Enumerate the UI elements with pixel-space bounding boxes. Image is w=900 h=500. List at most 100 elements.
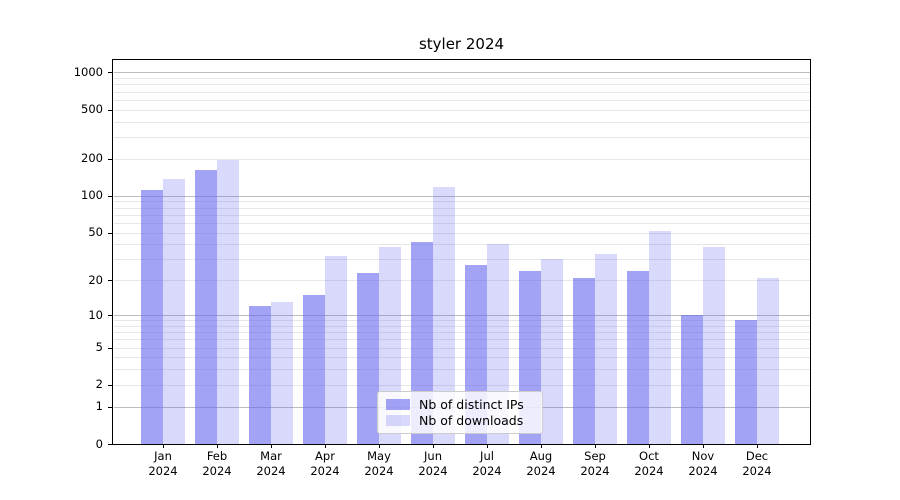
bar-apr-distinct-ips (303, 294, 325, 444)
minor-gridline-400 (114, 121, 810, 123)
y-tick-label-500: 500 (81, 102, 103, 116)
x-tick-may (379, 444, 380, 448)
minor-gridline-80 (114, 207, 810, 209)
x-tick-mar (271, 444, 272, 448)
x-tick-label-sep: Sep 2024 (580, 449, 610, 478)
bar-mar-distinct-ips (249, 306, 271, 444)
y-tick-label-200: 200 (81, 151, 103, 166)
bar-oct-downloads (649, 231, 671, 444)
y-tick-label-2: 2 (95, 377, 103, 392)
minor-gridline-90 (114, 201, 810, 203)
bar-apr-downloads (325, 255, 347, 444)
legend-label-downloads: Nb of downloads (419, 413, 524, 429)
x-tick-apr (325, 444, 326, 448)
bar-jan-downloads (163, 178, 185, 444)
minor-gridline-3 (114, 369, 810, 371)
y-tick-5 (108, 347, 112, 349)
minor-gridline-30 (114, 259, 810, 261)
x-tick-label-mar: Mar 2024 (256, 449, 286, 478)
minor-gridline-20 (114, 280, 810, 282)
y-tick-label-20: 20 (88, 272, 103, 287)
y-tick-0 (108, 444, 112, 445)
minor-gridline-600 (114, 99, 810, 101)
x-tick-aug (541, 444, 542, 448)
major-gridline-1000 (114, 72, 810, 74)
legend-item-downloads: Nb of downloads (386, 413, 534, 428)
x-tick-label-oct: Oct 2024 (634, 449, 664, 478)
minor-gridline-300 (114, 137, 810, 138)
legend-swatch-downloads (386, 415, 410, 427)
x-tick-label-dec: Dec 2024 (742, 449, 772, 478)
x-tick-label-feb: Feb 2024 (202, 449, 232, 478)
minor-gridline-4 (114, 357, 810, 359)
bar-sep-distinct-ips (573, 277, 595, 444)
x-tick-label-may: May 2024 (364, 449, 394, 478)
x-tick-oct (649, 444, 650, 448)
bar-dec-distinct-ips (735, 320, 757, 444)
y-tick-label-50: 50 (88, 225, 103, 239)
x-tick-jan (163, 444, 164, 448)
minor-gridline-60 (114, 222, 810, 224)
minor-gridline-8 (114, 325, 810, 327)
y-tick-1000 (108, 72, 112, 74)
bar-aug-downloads (541, 259, 563, 444)
minor-gridline-5 (114, 347, 810, 349)
y-tick-label-100: 100 (81, 188, 103, 203)
x-tick-nov (703, 444, 704, 448)
x-tick-jul (487, 444, 488, 448)
minor-gridline-7 (114, 332, 810, 334)
bar-feb-distinct-ips (195, 170, 217, 444)
y-tick-label-1000: 1000 (73, 64, 103, 79)
y-tick-500 (108, 109, 112, 111)
x-tick-jun (433, 444, 434, 448)
x-tick-label-apr: Apr 2024 (310, 449, 340, 478)
x-tick-label-jul: Jul 2024 (472, 449, 502, 478)
major-gridline-100 (114, 195, 810, 197)
x-tick-dec (757, 444, 758, 448)
y-tick-10 (108, 315, 112, 316)
legend-item-distinct-ips: Nb of distinct IPs (386, 397, 534, 412)
minor-gridline-40 (114, 244, 810, 246)
y-tick-2 (108, 384, 112, 386)
y-tick-200 (108, 158, 112, 160)
minor-gridline-50 (114, 232, 810, 234)
major-gridline-10 (114, 315, 810, 316)
x-tick-label-aug: Aug 2024 (526, 449, 556, 478)
x-tick-label-nov: Nov 2024 (688, 449, 718, 478)
bar-jan-distinct-ips (141, 189, 163, 444)
y-tick-100 (108, 195, 112, 197)
bar-oct-distinct-ips (627, 270, 649, 444)
bar-dec-downloads (757, 277, 779, 444)
y-tick-label-5: 5 (95, 340, 103, 355)
minor-gridline-800 (114, 84, 810, 86)
y-tick-20 (108, 280, 112, 282)
minor-gridline-900 (114, 78, 810, 79)
bar-sep-downloads (595, 254, 617, 444)
minor-gridline-200 (114, 158, 810, 160)
minor-gridline-2 (114, 384, 810, 386)
minor-gridline-70 (114, 214, 810, 216)
y-tick-1 (108, 406, 112, 408)
x-tick-feb (217, 444, 218, 448)
legend-swatch-distinct-ips (386, 398, 410, 410)
x-tick-label-jan: Jan 2024 (148, 449, 178, 478)
y-tick-label-1: 1 (95, 399, 103, 414)
legend: Nb of distinct IPs Nb of downloads (377, 391, 543, 434)
minor-gridline-9 (114, 320, 810, 322)
minor-gridline-6 (114, 339, 810, 341)
x-tick-label-jun: Jun 2024 (418, 449, 448, 478)
legend-label-distinct-ips: Nb of distinct IPs (419, 396, 524, 412)
minor-gridline-700 (114, 91, 810, 93)
bar-jun-downloads (433, 187, 455, 444)
bar-mar-downloads (271, 302, 293, 444)
y-tick-50 (108, 232, 112, 234)
bar-nov-distinct-ips (681, 315, 703, 444)
y-tick-label-0: 0 (95, 436, 103, 451)
minor-gridline-500 (114, 109, 810, 111)
bar-feb-downloads (217, 160, 239, 444)
bar-nov-downloads (703, 246, 725, 444)
bar-may-distinct-ips (357, 273, 379, 444)
y-tick-label-10: 10 (88, 307, 103, 322)
chart-title: styler 2024 (418, 35, 505, 53)
